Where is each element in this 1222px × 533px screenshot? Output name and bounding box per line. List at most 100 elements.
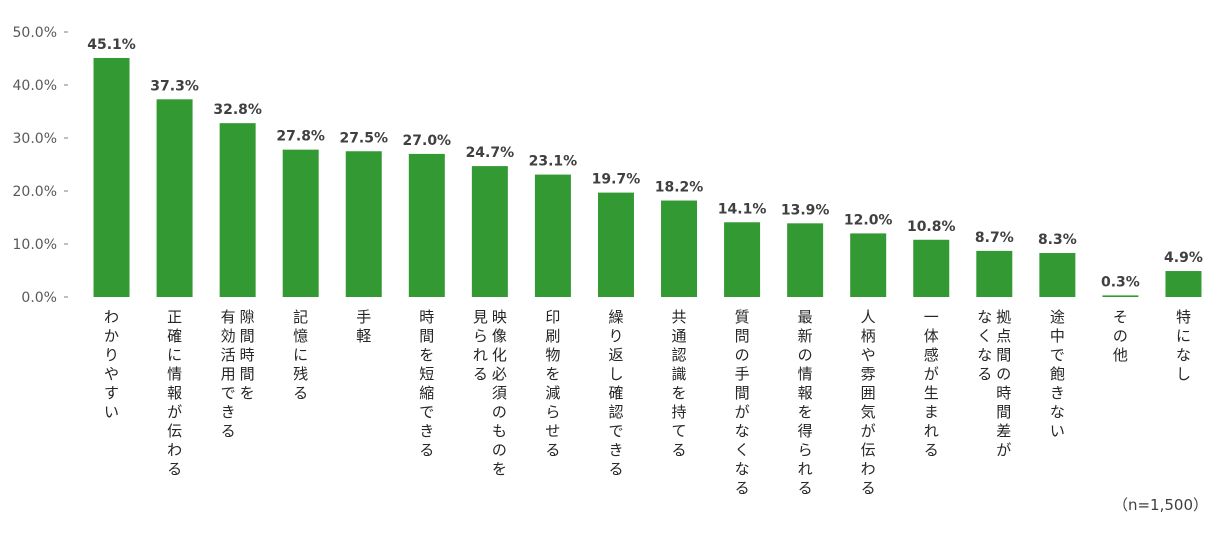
category-label-char: の: [798, 346, 813, 364]
category-label-char: の: [735, 346, 750, 364]
category-label-char: 飽: [1050, 365, 1065, 383]
data-label: 32.8%: [213, 102, 262, 118]
category-label-char: 手: [356, 308, 371, 326]
category-label-char: り: [608, 327, 623, 345]
bar: [219, 123, 256, 297]
data-label: 0.3%: [1101, 274, 1140, 290]
category-label-char: も: [492, 422, 507, 440]
category-label-char: る: [419, 441, 434, 459]
category-label-char: な: [977, 346, 992, 364]
category-label-char: 質: [735, 308, 750, 326]
category-label-char: て: [672, 422, 687, 440]
category-label-char: せ: [545, 422, 560, 440]
category-label-char: る: [735, 479, 750, 497]
category-label-char: を: [419, 346, 434, 364]
category-label-char: を: [672, 384, 687, 402]
category-label-char: 確: [167, 327, 182, 345]
category-label-char: の: [1113, 327, 1128, 345]
category-label: その他: [1113, 308, 1128, 364]
category-label-char: が: [996, 441, 1011, 459]
category-label-char: る: [861, 479, 876, 497]
bar: [787, 223, 824, 297]
category-label-char: な: [977, 308, 992, 326]
category-label-char: 特: [1176, 308, 1191, 326]
category-label-char: 有: [221, 308, 236, 326]
bar: [913, 239, 950, 297]
category-label-char: の: [492, 403, 507, 421]
category-label-char: 隙: [240, 308, 255, 326]
category-label-char: ら: [798, 441, 813, 459]
data-label: 19.7%: [592, 172, 641, 188]
category-label-char: 雰: [861, 365, 876, 383]
category-label-char: に: [1176, 327, 1191, 345]
category-label-char: 通: [672, 327, 687, 345]
category-label-char: る: [608, 460, 623, 478]
category-label-char: な: [735, 460, 750, 478]
category-label-char: の: [492, 441, 507, 459]
category-label-char: 用: [221, 365, 236, 383]
category-label-char: る: [473, 365, 488, 383]
category-label-char: 正: [167, 308, 182, 326]
category-label-char: が: [861, 422, 876, 440]
category-label-char: れ: [924, 422, 939, 440]
y-tick-label: 10.0%: [13, 237, 57, 253]
category-label-char: 時: [240, 346, 255, 364]
data-label: 27.5%: [339, 130, 388, 146]
category-label-char: 活: [221, 346, 236, 364]
data-label: 12.0%: [844, 212, 893, 228]
bar: [1039, 253, 1076, 297]
category-label-char: く: [735, 441, 750, 459]
category-label-char: る: [977, 365, 992, 383]
category-label-char: 途: [1050, 308, 1065, 326]
category-label-char: 須: [492, 384, 507, 402]
category-label-char: 憶: [293, 327, 308, 345]
category-label-char: 縮: [419, 384, 434, 402]
category-label-char: か: [104, 327, 119, 345]
category-label-char: 間: [240, 327, 255, 345]
y-tick-label: 50.0%: [13, 25, 57, 41]
category-label-char: き: [221, 403, 236, 421]
category-label-char: 化: [492, 346, 507, 364]
category-label-char: 刷: [545, 327, 560, 345]
category-label-char: を: [492, 460, 507, 478]
category-label-char: る: [924, 441, 939, 459]
category-label-char: 残: [293, 365, 308, 383]
category-label-char: を: [798, 403, 813, 421]
category-label-char: 間: [240, 365, 255, 383]
category-label-char: 像: [492, 327, 507, 345]
category-label-char: 情: [798, 365, 813, 383]
category-label-char: 認: [672, 346, 687, 364]
category-label-char: れ: [473, 346, 488, 364]
bar: [156, 99, 193, 297]
sample-size-note: （n=1,500）: [1112, 496, 1208, 514]
category-label-char: 一: [924, 308, 939, 326]
category-label-char: 情: [167, 365, 182, 383]
category-label-char: 軽: [356, 327, 371, 345]
category-label-char: で: [1050, 346, 1065, 364]
category-label-char: 印: [545, 308, 560, 326]
y-tick-label: 30.0%: [13, 131, 57, 147]
bar: [976, 250, 1013, 297]
bar: [534, 174, 571, 297]
data-label: 45.1%: [87, 37, 136, 53]
category-label-char: 時: [419, 308, 434, 326]
category-label-char: が: [924, 365, 939, 383]
category-label-char: な: [735, 422, 750, 440]
data-label: 8.3%: [1038, 232, 1077, 248]
category-label-char: 柄: [861, 327, 876, 345]
category-label-char: す: [104, 384, 119, 402]
category-label-char: 間: [996, 403, 1011, 421]
